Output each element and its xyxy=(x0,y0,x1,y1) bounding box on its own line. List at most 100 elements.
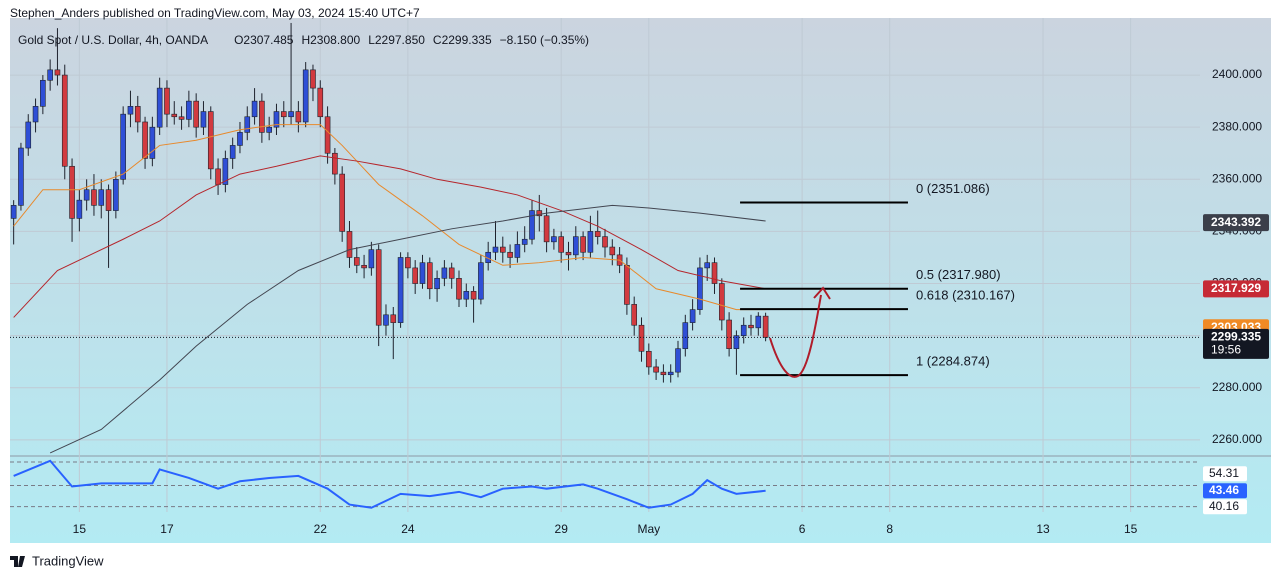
candle-body xyxy=(624,264,630,305)
candle-body xyxy=(200,111,207,128)
oscillator-label-box xyxy=(1203,499,1247,515)
candle-body xyxy=(456,278,462,300)
footer: TradingView xyxy=(32,553,104,568)
candle-body xyxy=(134,106,141,123)
y-tick-label: 2360.000 xyxy=(1212,171,1262,185)
candle-body xyxy=(426,262,433,290)
candle-body xyxy=(602,236,608,248)
y-tick-label: 2260.000 xyxy=(1212,432,1262,446)
candle-body xyxy=(76,199,83,219)
candle-body xyxy=(324,116,331,154)
fib-label: 1 (2284.874) xyxy=(916,354,990,369)
candle-body xyxy=(704,262,711,269)
candle-body xyxy=(383,314,389,326)
ohlc-value: C2299.335 xyxy=(433,33,492,47)
candle-body xyxy=(32,106,39,123)
candle-body xyxy=(733,335,740,349)
y-tick-label: 2280.000 xyxy=(1212,380,1262,394)
price-label: 2317.929 xyxy=(1211,281,1261,295)
candle-body xyxy=(529,210,535,240)
candle-body xyxy=(762,315,769,338)
candle-body xyxy=(711,262,718,284)
candle-body xyxy=(259,100,265,133)
candle-body xyxy=(594,231,601,237)
ohlc-value: O2307.485 xyxy=(234,33,294,47)
candle-body xyxy=(207,111,214,170)
moving-average xyxy=(49,204,766,454)
candle-body xyxy=(558,236,564,253)
candle-body xyxy=(507,251,513,258)
ohlc-value: L2297.850 xyxy=(368,33,425,47)
price-label: 2343.392 xyxy=(1211,215,1261,229)
candle-body xyxy=(244,116,251,133)
candle-body xyxy=(667,371,674,376)
candle-body xyxy=(478,262,484,300)
oscillator-label: 54.31 xyxy=(1209,466,1239,480)
candle-body xyxy=(726,319,732,349)
y-tick-label: 2380.000 xyxy=(1212,119,1262,133)
oscillator-line xyxy=(13,459,766,509)
price-label-box xyxy=(1203,280,1269,298)
candle-body xyxy=(178,116,185,120)
candle-body xyxy=(113,179,119,211)
candle-body xyxy=(193,100,199,128)
candle-body xyxy=(587,231,594,253)
candle-body xyxy=(521,238,528,245)
candle-body xyxy=(390,314,397,323)
oscillator-label: 43.46 xyxy=(1209,483,1239,497)
fib-label: 0.5 (2317.980) xyxy=(916,267,1001,282)
candle-body xyxy=(10,205,17,219)
candle-body xyxy=(514,244,521,258)
candle-body xyxy=(310,69,316,89)
candle-body xyxy=(164,87,170,115)
candle-body xyxy=(69,165,75,219)
candle-body xyxy=(689,309,696,323)
candle-body xyxy=(47,69,53,81)
candle-body xyxy=(83,189,90,201)
axis: 2260.0002280.0002300.0002320.0002340.000… xyxy=(73,67,1269,536)
candle-body xyxy=(646,350,652,368)
candle-body xyxy=(492,246,499,253)
candle-body xyxy=(565,251,572,256)
moving-average xyxy=(13,155,766,318)
candle-body xyxy=(682,322,689,349)
candle-body xyxy=(609,246,616,256)
oscillator-label-box xyxy=(1203,466,1247,482)
price-label-box xyxy=(1203,328,1269,359)
candle-body xyxy=(536,210,543,217)
candle-body xyxy=(361,264,367,269)
candle-body xyxy=(156,87,163,128)
attribution: Stephen_Anders published on TradingView.… xyxy=(10,6,420,20)
x-tick-label: 13 xyxy=(1036,522,1050,536)
candle-body xyxy=(375,249,382,326)
candle-body xyxy=(127,106,134,115)
candle-body xyxy=(186,100,192,120)
candle-body xyxy=(18,147,24,206)
plot-background xyxy=(10,18,1271,543)
candle-body xyxy=(755,315,762,329)
candle-body xyxy=(368,249,375,269)
candle-body xyxy=(543,215,550,243)
candle-body xyxy=(295,111,302,123)
x-tick-label: 15 xyxy=(73,522,87,536)
candle-body xyxy=(697,267,703,310)
marks: 0 (2351.086) 0.5 (2317.980) 0.618 (2310.16… xyxy=(10,22,1200,509)
candle-body xyxy=(98,189,105,206)
x-tick-label: 22 xyxy=(314,522,328,536)
fib-label: 0.618 (2310.167) xyxy=(916,288,1015,303)
candle-body xyxy=(653,366,659,373)
candle-body xyxy=(288,111,294,118)
x-tick-label: 15 xyxy=(1124,522,1138,536)
candle-body xyxy=(353,257,360,266)
candle-body xyxy=(748,324,754,329)
candle-body xyxy=(551,236,557,243)
candle-body xyxy=(317,87,324,118)
x-tick-label: 24 xyxy=(401,522,415,536)
candle-body xyxy=(142,121,148,159)
x-tick-label: 8 xyxy=(886,522,893,536)
candle-body xyxy=(412,267,418,284)
oscillator-label: 40.16 xyxy=(1209,499,1239,513)
candle-body xyxy=(346,231,353,258)
